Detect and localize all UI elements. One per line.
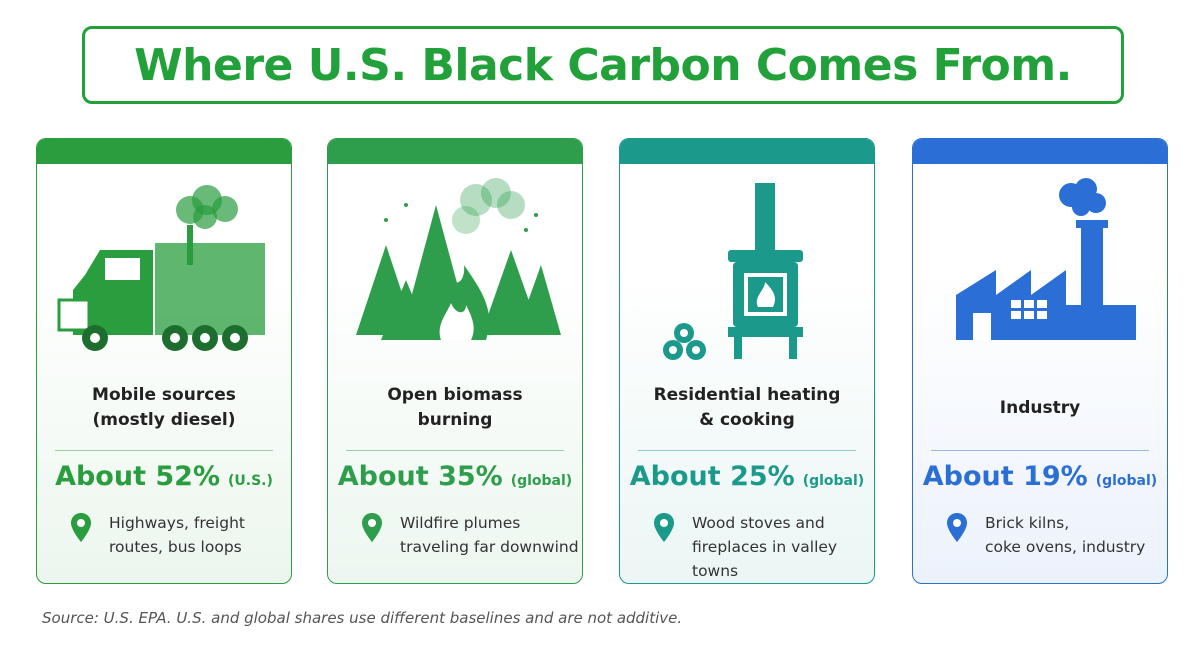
card-title: Residential heating & cooking bbox=[626, 377, 868, 439]
card-title-line: & cooking bbox=[699, 410, 795, 430]
share-value: About 35% bbox=[337, 461, 503, 492]
share-scope: (global) bbox=[1095, 473, 1158, 489]
card-bar bbox=[328, 139, 582, 164]
card-bar bbox=[37, 139, 291, 164]
card-bar bbox=[620, 139, 874, 164]
factory-icon bbox=[956, 178, 1136, 340]
pin-icon bbox=[947, 513, 967, 542]
note-line: Wood stoves and bbox=[692, 514, 825, 532]
card-title-line: Open biomass bbox=[387, 385, 523, 405]
forest-fire-icon bbox=[356, 178, 561, 340]
divider bbox=[931, 450, 1149, 451]
note: Wildfire plumes traveling far downwind bbox=[400, 511, 579, 559]
note-line: Wildfire plumes bbox=[400, 514, 521, 532]
card-bar bbox=[913, 139, 1167, 164]
source-note: Source: U.S. EPA. U.S. and global shares… bbox=[42, 609, 683, 627]
note-line: Brick kilns, bbox=[985, 514, 1070, 532]
note: Highways, freight routes, bus loops bbox=[109, 511, 245, 559]
share-value: About 52% bbox=[55, 461, 221, 492]
card-title-line: burning bbox=[417, 410, 493, 430]
share-value: About 25% bbox=[629, 461, 795, 492]
source-card: Open biomass burning About 35% (global) Wi… bbox=[327, 138, 583, 584]
card-title: Mobile sources (mostly diesel) bbox=[43, 377, 285, 439]
source-card: Industry About 19% (global) Brick kilns, c… bbox=[912, 138, 1168, 584]
source-card: Mobile sources (mostly diesel) About 52% (… bbox=[36, 138, 292, 584]
share: About 19% (global) bbox=[913, 461, 1167, 501]
share-scope: (global) bbox=[510, 473, 573, 489]
page-title: Where U.S. Black Carbon Comes From. bbox=[82, 26, 1124, 104]
card-title-line: Industry bbox=[999, 397, 1081, 418]
divider bbox=[638, 450, 856, 451]
divider bbox=[346, 450, 564, 451]
pin-icon bbox=[654, 513, 674, 542]
share-value: About 19% bbox=[922, 461, 1088, 492]
note: Brick kilns, coke ovens, industry bbox=[985, 511, 1145, 559]
card-title-line: Residential heating bbox=[653, 385, 841, 405]
share: About 35% (global) bbox=[328, 461, 582, 501]
share: About 52% (U.S.) bbox=[37, 461, 291, 501]
pin-icon bbox=[71, 513, 91, 542]
truck-icon bbox=[57, 185, 265, 351]
share-scope: (global) bbox=[802, 473, 865, 489]
card-title: Industry bbox=[919, 377, 1161, 439]
share: About 25% (global) bbox=[620, 461, 874, 501]
note-line: routes, bus loops bbox=[109, 538, 242, 556]
pin-icon bbox=[362, 513, 382, 542]
stove-icon bbox=[663, 183, 803, 360]
card-title-line: Mobile sources bbox=[92, 385, 236, 405]
card-title-line: (mostly diesel) bbox=[92, 410, 236, 430]
divider bbox=[55, 450, 273, 451]
note-line: fireplaces in valley towns bbox=[692, 538, 838, 580]
note-line: coke ovens, industry bbox=[985, 538, 1146, 556]
note-line: Highways, freight bbox=[109, 514, 245, 532]
card-title: Open biomass burning bbox=[334, 377, 576, 439]
source-card: Residential heating & cooking About 25% (g… bbox=[619, 138, 875, 584]
note-line: traveling far downwind bbox=[400, 538, 579, 556]
note: Wood stoves and fireplaces in valley town… bbox=[692, 511, 874, 583]
share-scope: (U.S.) bbox=[228, 473, 273, 489]
